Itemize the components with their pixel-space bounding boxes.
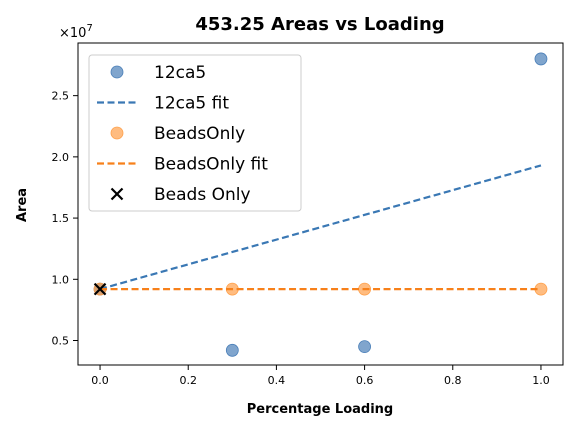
legend-item: BeadsOnly fit [97, 155, 268, 175]
data-point [534, 52, 548, 66]
plot-area [93, 52, 548, 357]
y-tick-label: 0.5 [52, 335, 70, 348]
data-point [93, 282, 107, 296]
legend-item: BeadsOnly [110, 124, 245, 144]
legend-swatch [110, 65, 124, 79]
x-tick-label: 0.0 [91, 374, 109, 387]
x-axis-label: Percentage Loading [247, 402, 393, 417]
legend-swatch [110, 126, 124, 140]
series-12ca5-fit [99, 164, 542, 291]
legend-label: BeadsOnly [154, 124, 245, 144]
chart-title: 453.25 Areas vs Loading [195, 14, 444, 35]
legend-label: BeadsOnly fit [154, 155, 268, 175]
x-tick-label: 0.6 [356, 374, 374, 387]
y-tick-label: 1.0 [52, 273, 70, 286]
legend-swatch [110, 187, 124, 201]
legend-label: 12ca5 [154, 63, 206, 83]
legend-item: Beads Only [110, 185, 251, 205]
fit-line [99, 164, 542, 291]
series-beads-only [93, 282, 107, 296]
x-tick-label: 1.0 [532, 374, 550, 387]
legend-item: 12ca5 [110, 63, 206, 83]
legend-label: 12ca5 fit [154, 94, 229, 114]
x-tick-label: 0.2 [179, 374, 197, 387]
x-tick-label: 0.8 [444, 374, 462, 387]
y-tick-label: 2.5 [52, 90, 70, 103]
legend-label: Beads Only [154, 185, 251, 205]
y-tick-label: 1.5 [52, 212, 70, 225]
data-point [225, 343, 239, 357]
y-axis-label: Area [15, 188, 30, 222]
data-point [358, 340, 371, 354]
legend-item: 12ca5 fit [97, 94, 229, 114]
y-axis-multiplier: ×107 [59, 23, 93, 41]
plot-frame [77, 42, 564, 366]
x-tick-label: 0.4 [268, 374, 286, 387]
x-axis: 0.0 0.2 0.4 0.6 0.8 1.0 [91, 365, 550, 387]
y-tick-label: 2.0 [52, 151, 70, 164]
y-axis: 0.5 1.0 1.5 2.0 2.5 [52, 90, 78, 348]
legend: 12ca5 12ca5 fit BeadsOnly BeadsOnly fit Bead… [88, 54, 302, 212]
legend-box [88, 54, 302, 212]
